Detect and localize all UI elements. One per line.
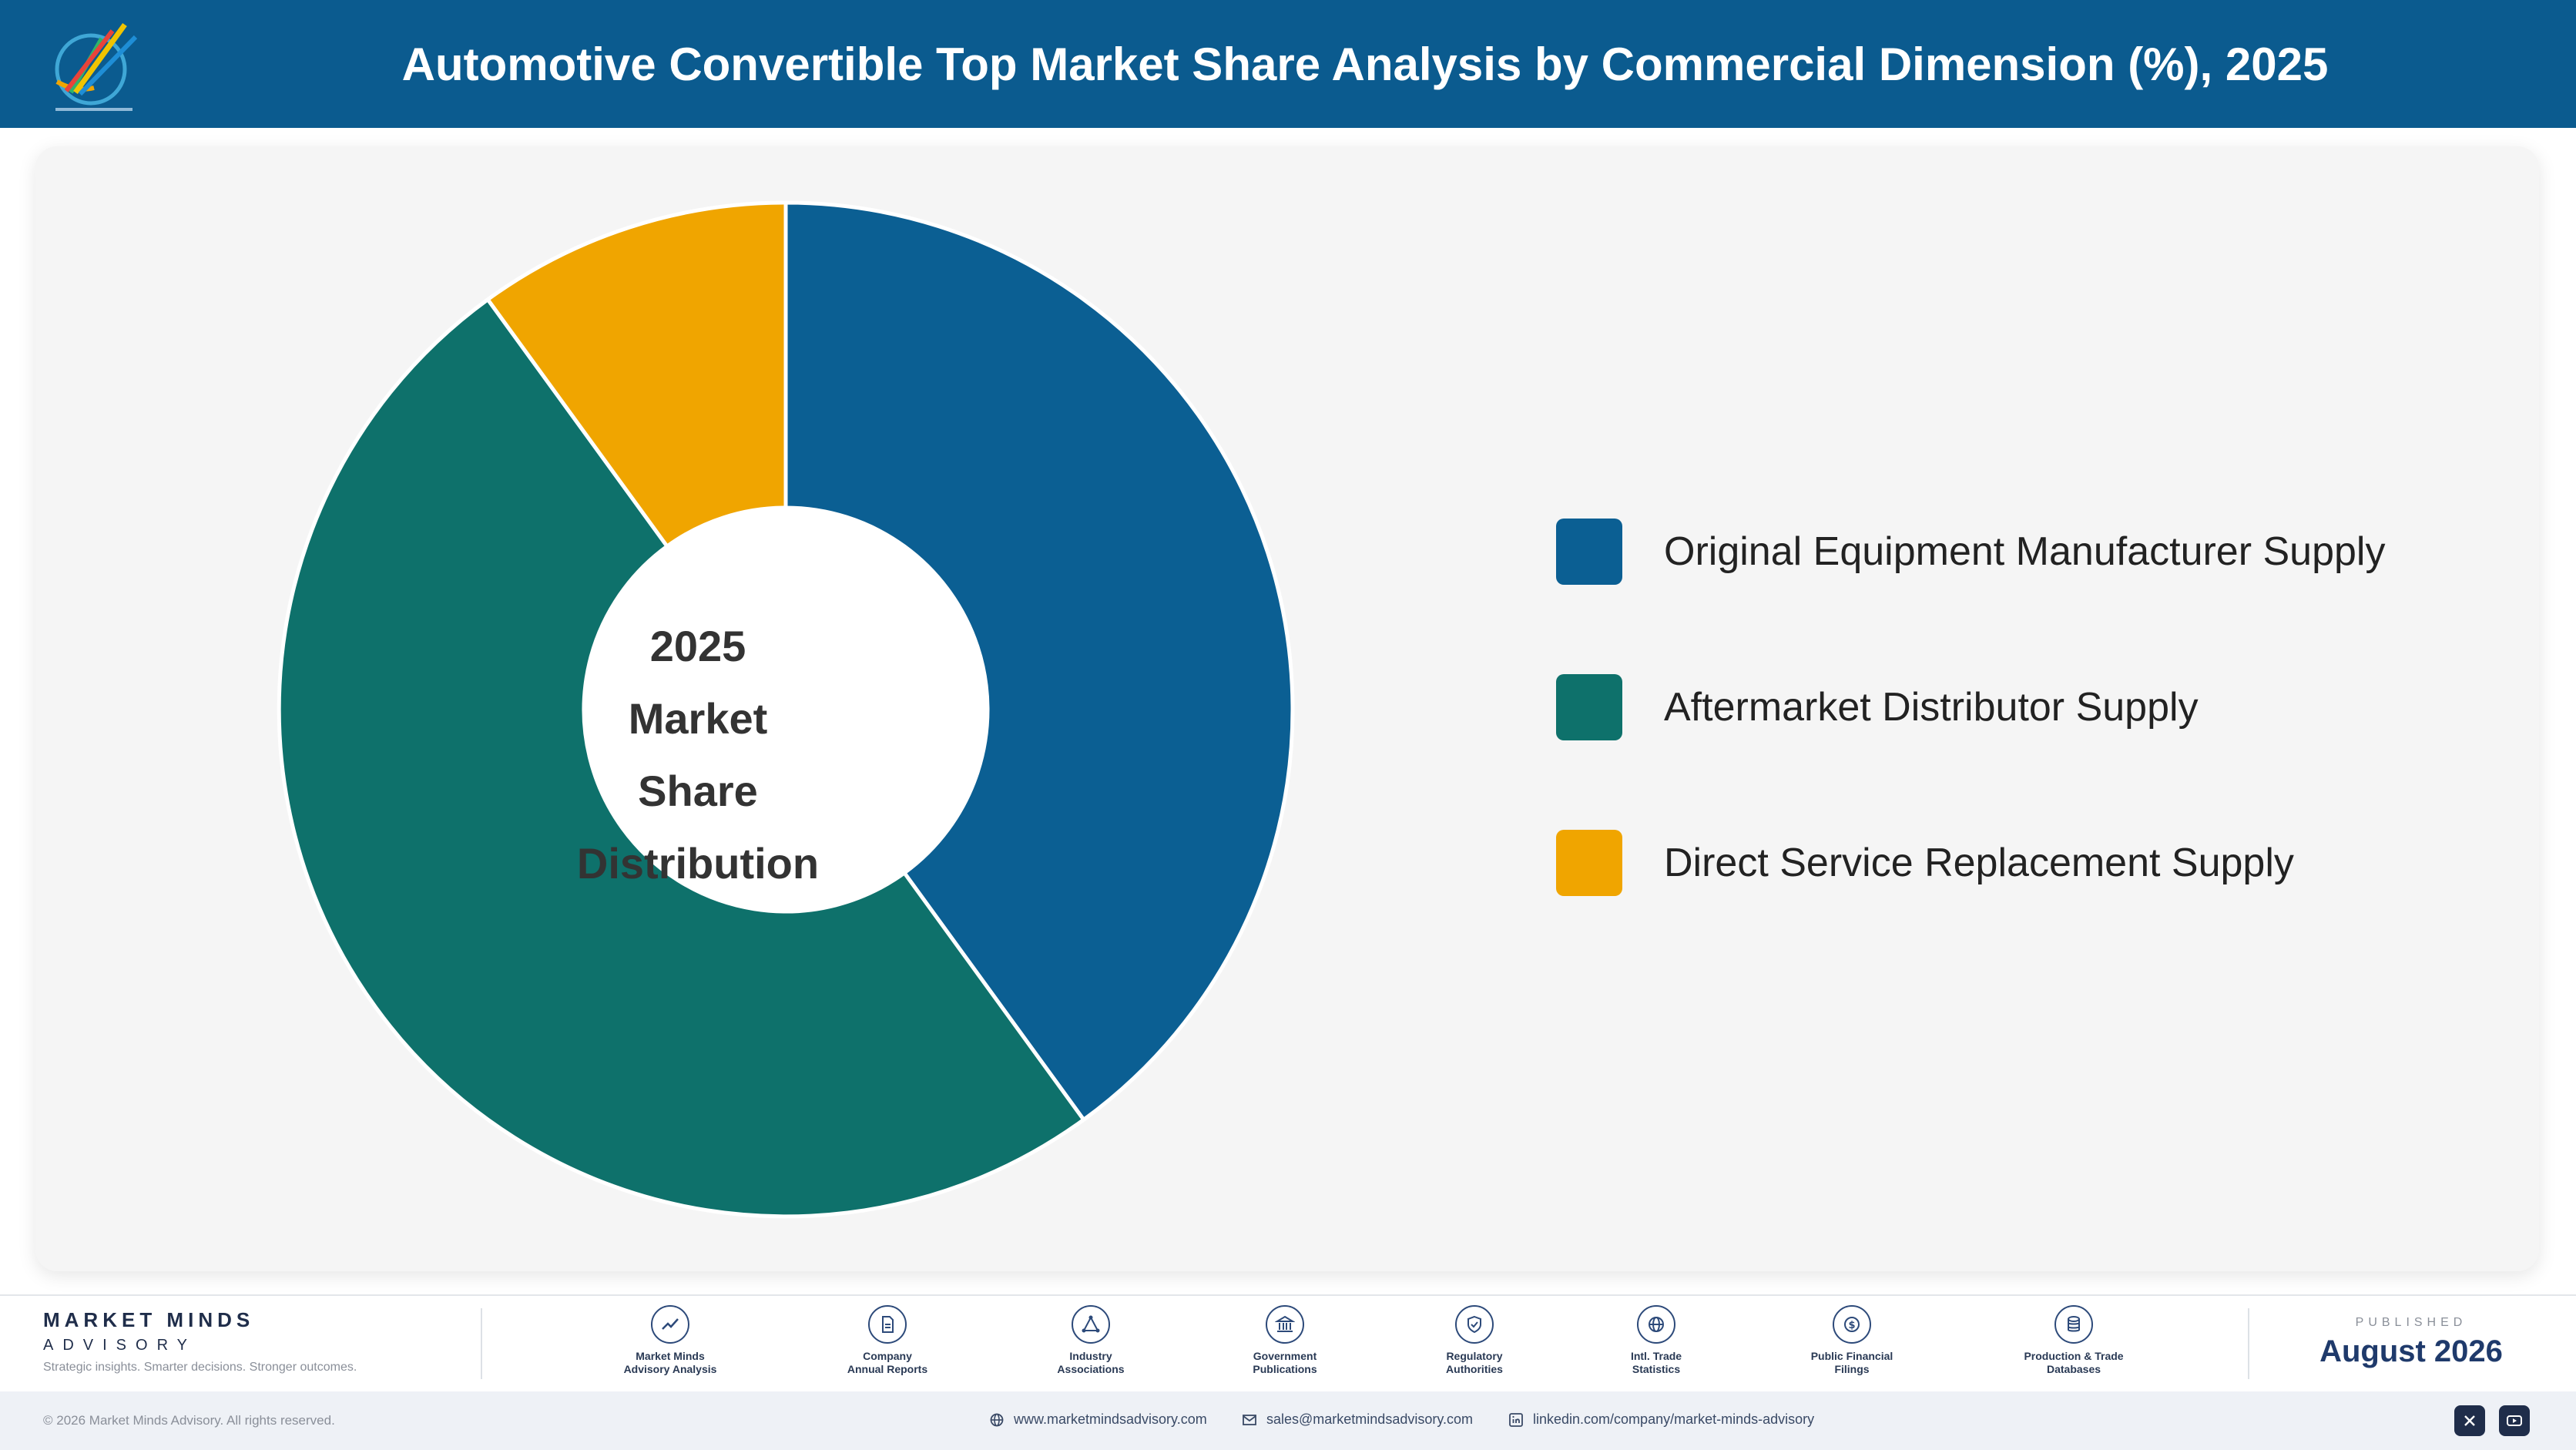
website-link[interactable]: www.marketmindsadvisory.com: [989, 1411, 1207, 1428]
donut-center-label: 2025 Market Share Distribution: [575, 622, 821, 888]
globe-icon: [1637, 1305, 1675, 1344]
footer-contact-bar: © 2026 Market Minds Advisory. All rights…: [0, 1391, 2576, 1450]
source-label: Company Annual Reports: [847, 1350, 928, 1375]
footer-divider: [2248, 1308, 2249, 1379]
youtube-icon[interactable]: [2499, 1405, 2530, 1436]
email-link[interactable]: sales@marketmindsadvisory.com: [1242, 1411, 1473, 1428]
dollar-coin-icon: $: [1833, 1305, 1871, 1344]
legend-label-direct-service: Direct Service Replacement Supply: [1664, 841, 2294, 885]
globe-icon: [990, 1413, 1004, 1426]
database-icon: [2054, 1305, 2093, 1344]
brand-name: MARKET MINDS: [43, 1308, 255, 1331]
source-regulatory-authorities: Regulatory Authorities: [1405, 1305, 1544, 1376]
svg-text:$: $: [1848, 1320, 1855, 1331]
legend-swatch-aftermarket: [1556, 674, 1622, 740]
copyright-text: © 2026 Market Minds Advisory. All rights…: [43, 1413, 335, 1428]
market-minds-logo: [55, 22, 138, 111]
shield-check-icon: [1455, 1305, 1494, 1344]
legend-swatch-direct-service: [1556, 830, 1622, 896]
legend-item-oem: Original Equipment Manufacturer Supply: [1556, 519, 2385, 585]
source-label: Public Financial Filings: [1810, 1350, 1893, 1375]
document-icon: [868, 1305, 907, 1344]
center-label-line-2: Market Share: [628, 694, 768, 815]
mail-icon: [1243, 1414, 1256, 1425]
network-icon: [1072, 1305, 1110, 1344]
source-label: Market Minds Advisory Analysis: [623, 1350, 717, 1375]
published-block: PUBLISHED August 2026: [2249, 1316, 2573, 1369]
source-label: Government Publications: [1253, 1350, 1317, 1375]
header-bar: Automotive Convertible Top Market Share …: [0, 0, 2576, 128]
legend-label-aftermarket: Aftermarket Distributor Supply: [1664, 685, 2199, 730]
source-label: Intl. Trade Statistics: [1630, 1350, 1682, 1375]
legend-swatch-oem: [1556, 519, 1622, 585]
source-public-financial-filings: $ Public Financial Filings: [1783, 1305, 1921, 1376]
trend-line-icon: [651, 1305, 689, 1344]
footer-sources-bar: MARKET MINDS ADVISORY Strategic insights…: [0, 1294, 2576, 1393]
source-market-minds-analysis: Market Minds Advisory Analysis: [601, 1305, 740, 1376]
legend-label-oem: Original Equipment Manufacturer Supply: [1664, 529, 2386, 574]
published-date: August 2026: [2319, 1334, 2503, 1368]
source-government-publications: Government Publications: [1216, 1305, 1354, 1376]
chart-card: 2025 Market Share Distribution Original …: [35, 146, 2539, 1271]
brand-sub: ADVISORY: [43, 1337, 196, 1354]
legend-item-direct-service: Direct Service Replacement Supply: [1556, 830, 2385, 896]
legend-item-aftermarket: Aftermarket Distributor Supply: [1556, 674, 2385, 740]
source-intl-trade-statistics: Intl. Trade Statistics: [1587, 1305, 1726, 1376]
source-industry-associations: Industry Associations: [1021, 1305, 1160, 1376]
footer-divider: [481, 1308, 482, 1379]
linkedin-icon: [1509, 1412, 1523, 1427]
donut-chart: [35, 200, 1295, 1271]
donut-hole: [584, 508, 988, 911]
published-label: PUBLISHED: [2355, 1316, 2467, 1329]
government-building-icon: [1266, 1305, 1304, 1344]
source-label: Production & Trade Databases: [2024, 1350, 2124, 1375]
website-text: www.marketmindsadvisory.com: [1014, 1411, 1207, 1427]
source-company-annual-reports: Company Annual Reports: [818, 1305, 957, 1376]
donut-slice-aftermarket: [279, 300, 1084, 1217]
source-label: Regulatory Authorities: [1446, 1350, 1503, 1375]
source-label: Industry Associations: [1057, 1350, 1125, 1375]
center-label-line-1: 2025: [649, 622, 746, 670]
x-icon[interactable]: [2454, 1405, 2485, 1436]
linkedin-text: linkedin.com/company/market-minds-adviso…: [1533, 1411, 1815, 1427]
chart-legend: Original Equipment Manufacturer Supply A…: [1556, 519, 2385, 985]
center-label-line-3: Distribution: [576, 839, 820, 888]
linkedin-link[interactable]: linkedin.com/company/market-minds-adviso…: [1508, 1411, 1814, 1428]
footer-brand: MARKET MINDS ADVISORY Strategic insights…: [43, 1308, 357, 1374]
page-title: Automotive Convertible Top Market Share …: [401, 38, 2329, 90]
source-production-trade-databases: Production & Trade Databases: [2004, 1305, 2143, 1376]
email-text: sales@marketmindsadvisory.com: [1266, 1411, 1474, 1427]
brand-tagline: Strategic insights. Smarter decisions. S…: [43, 1361, 357, 1374]
